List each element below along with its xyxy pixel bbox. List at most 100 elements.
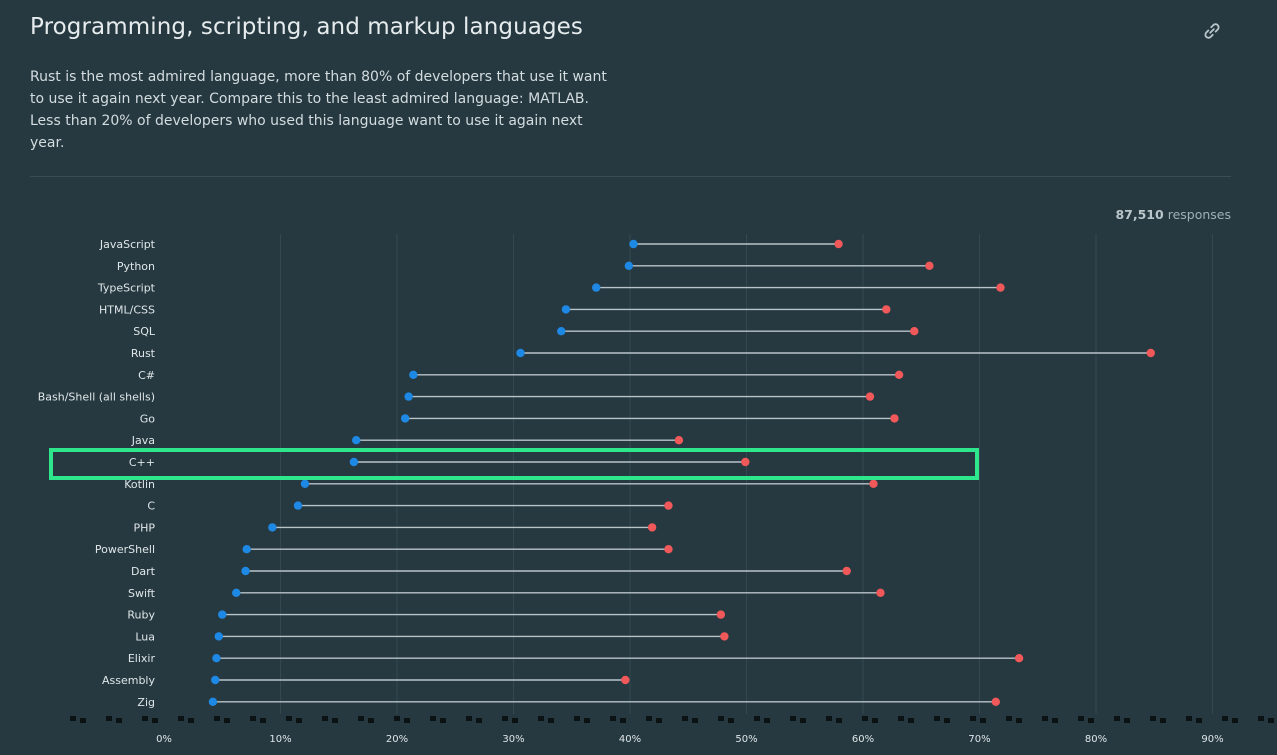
category-label: Assembly	[102, 674, 156, 687]
responses-number: 87,510	[1115, 207, 1164, 222]
strip-mark	[538, 716, 544, 721]
strip-mark	[1078, 716, 1084, 721]
category-label: C	[147, 500, 155, 513]
series-a-point[interactable]	[211, 675, 220, 685]
series-b-point[interactable]	[996, 283, 1005, 292]
series-a-point[interactable]	[629, 239, 638, 249]
highlight-box	[49, 448, 979, 480]
series-a-point[interactable]	[624, 261, 634, 270]
series-a-point[interactable]	[557, 327, 566, 336]
strip-mark	[790, 716, 796, 721]
category-label: PHP	[133, 521, 155, 534]
strip-mark	[1160, 718, 1166, 723]
series-b-point[interactable]	[865, 392, 875, 401]
series-b-point[interactable]	[647, 523, 657, 532]
series-b-point[interactable]	[741, 457, 750, 467]
series-a-point[interactable]	[592, 283, 601, 292]
series-b-point[interactable]	[720, 632, 729, 641]
category-label: Lua	[135, 630, 155, 643]
series-b-point[interactable]	[1014, 654, 1024, 663]
series-a-point[interactable]	[232, 588, 241, 597]
chart-row: PHP	[133, 521, 657, 534]
strip-mark	[116, 718, 122, 723]
strip-mark	[394, 716, 400, 721]
series-b-point[interactable]	[1146, 348, 1155, 358]
chart-row: C#	[138, 369, 904, 382]
chart-gridlines	[280, 234, 1213, 714]
strip-mark	[718, 716, 724, 721]
strip-mark	[944, 718, 950, 723]
series-a-point[interactable]	[349, 457, 359, 467]
series-a-point[interactable]	[241, 566, 250, 576]
series-b-point[interactable]	[842, 566, 851, 576]
strip-mark	[1114, 716, 1120, 721]
chart-row: HTML/CSS	[99, 303, 891, 316]
link-icon-glyph	[1204, 23, 1220, 39]
series-b-point[interactable]	[664, 501, 673, 510]
strip-mark	[1258, 716, 1264, 721]
series-a-point[interactable]	[400, 414, 410, 423]
series-a-point[interactable]	[516, 348, 525, 358]
link-icon[interactable]	[1201, 20, 1223, 42]
chart-rows: JavaScript Python TypeScript HTML/CSS SQL Rus…	[38, 238, 1155, 709]
strip-mark	[610, 716, 616, 721]
series-a-point[interactable]	[218, 610, 227, 619]
series-a-point[interactable]	[293, 501, 303, 510]
series-b-point[interactable]	[869, 479, 878, 488]
category-label: Bash/Shell (all shells)	[38, 391, 155, 404]
category-label: HTML/CSS	[99, 303, 155, 316]
x-tick-label: 70%	[968, 734, 990, 745]
series-b-point[interactable]	[664, 545, 673, 554]
chart-row: Kotlin	[124, 478, 878, 491]
series-a-point[interactable]	[300, 479, 310, 488]
series-b-point[interactable]	[716, 610, 726, 619]
category-label: Kotlin	[124, 478, 155, 491]
strip-mark	[1006, 716, 1012, 721]
series-b-point[interactable]	[674, 436, 684, 445]
strip-mark	[142, 716, 148, 721]
x-tick-label: 60%	[852, 734, 874, 745]
page-title: Programming, scripting, and markup langu…	[30, 14, 584, 40]
series-a-point[interactable]	[352, 436, 361, 445]
series-b-point[interactable]	[876, 588, 885, 597]
strip-mark	[980, 718, 986, 723]
series-b-point[interactable]	[910, 327, 919, 336]
chart-row: Elixir	[128, 652, 1024, 665]
strip-mark	[548, 718, 554, 723]
strip-mark	[332, 718, 338, 723]
series-a-point[interactable]	[242, 545, 251, 554]
series-b-point[interactable]	[621, 675, 630, 685]
series-b-point[interactable]	[882, 305, 891, 314]
chart-row: TypeScript	[97, 282, 1005, 295]
x-tick-label: 30%	[502, 734, 524, 745]
strip-mark	[656, 718, 662, 723]
strip-mark	[1232, 718, 1238, 723]
series-b-point[interactable]	[834, 239, 843, 249]
category-label: Rust	[131, 347, 156, 360]
strip-mark	[358, 716, 364, 721]
series-b-point[interactable]	[991, 697, 1001, 706]
x-tick-label: 80%	[1085, 734, 1107, 745]
series-b-point[interactable]	[925, 261, 934, 270]
category-label: Go	[140, 412, 156, 425]
series-b-point[interactable]	[890, 414, 899, 423]
series-a-point[interactable]	[404, 392, 413, 401]
strip-mark	[1016, 718, 1022, 723]
series-a-point[interactable]	[214, 632, 223, 641]
series-b-point[interactable]	[894, 370, 904, 379]
category-label: C#	[138, 369, 155, 382]
category-label: Elixir	[128, 652, 156, 665]
strip-mark	[152, 718, 158, 723]
strip-mark	[404, 718, 410, 723]
category-label: Dart	[131, 565, 156, 578]
series-a-point[interactable]	[561, 305, 571, 314]
category-label: Python	[117, 260, 155, 273]
chart-row: Python	[117, 260, 934, 273]
series-a-point[interactable]	[268, 523, 277, 532]
strip-mark	[1124, 718, 1130, 723]
series-a-point[interactable]	[212, 654, 221, 663]
series-a-point[interactable]	[208, 697, 218, 706]
series-a-point[interactable]	[409, 370, 418, 379]
strip-mark	[970, 716, 976, 721]
strip-mark	[286, 716, 292, 721]
